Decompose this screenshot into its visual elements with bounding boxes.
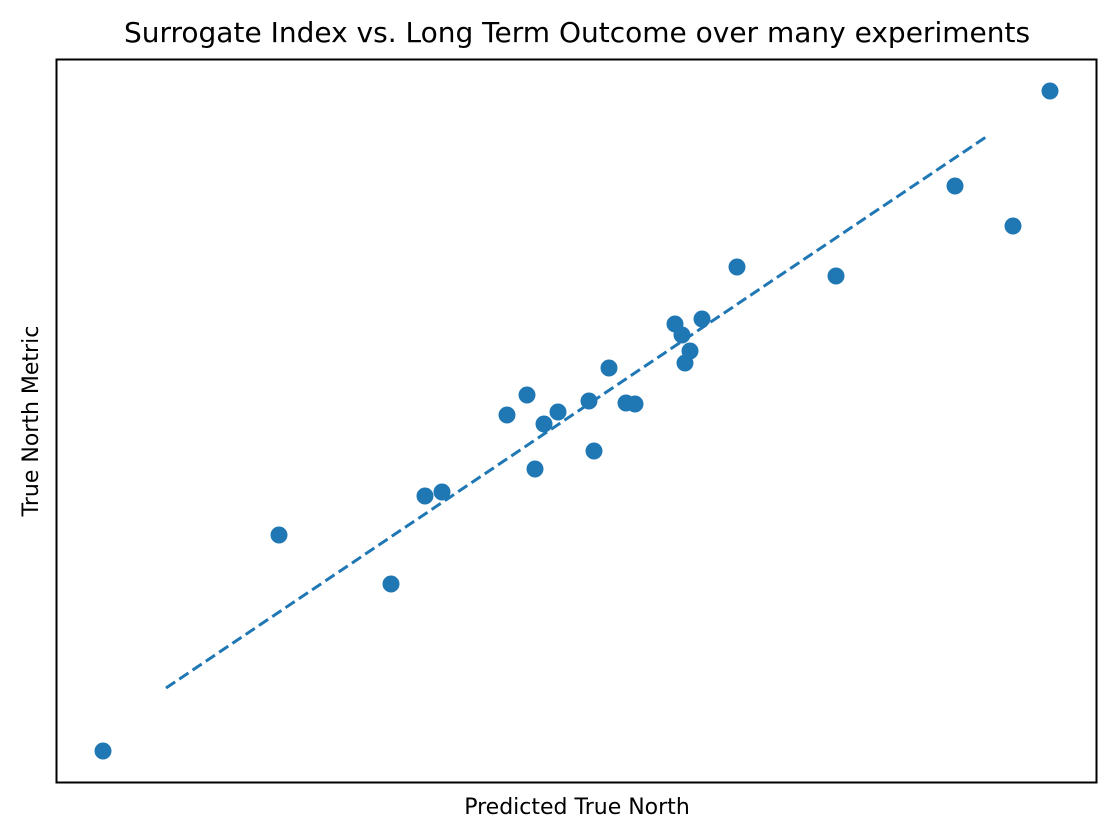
scatter-point <box>681 342 699 360</box>
scatter-point <box>673 326 691 344</box>
trend-line <box>165 133 990 690</box>
scatter-point <box>270 526 288 544</box>
scatter-point <box>580 392 598 410</box>
plot-marks <box>94 82 1059 760</box>
scatter-point <box>585 442 603 460</box>
y-axis-label: True North Metric <box>19 326 44 518</box>
scatter-point <box>600 359 618 377</box>
x-axis-label: Predicted True North <box>464 795 690 820</box>
scatter-point <box>728 258 746 276</box>
scatter-point <box>382 575 400 593</box>
plot-area <box>55 58 1098 784</box>
scatter-point <box>535 415 553 433</box>
scatter-point <box>498 406 516 424</box>
scatter-point <box>526 460 544 478</box>
scatter-point <box>518 386 536 404</box>
scatter-point <box>433 483 451 501</box>
scatter-point <box>827 267 845 285</box>
scatter-point <box>693 310 711 328</box>
scatter-point <box>1041 82 1059 100</box>
scatter-point <box>1004 217 1022 235</box>
scatter-point <box>946 177 964 195</box>
scatter-point <box>626 395 644 413</box>
scatter-point <box>549 403 567 421</box>
chart-title: Surrogate Index vs. Long Term Outcome ov… <box>124 16 1030 49</box>
scatter-point <box>416 487 434 505</box>
scatter-point <box>94 742 112 760</box>
